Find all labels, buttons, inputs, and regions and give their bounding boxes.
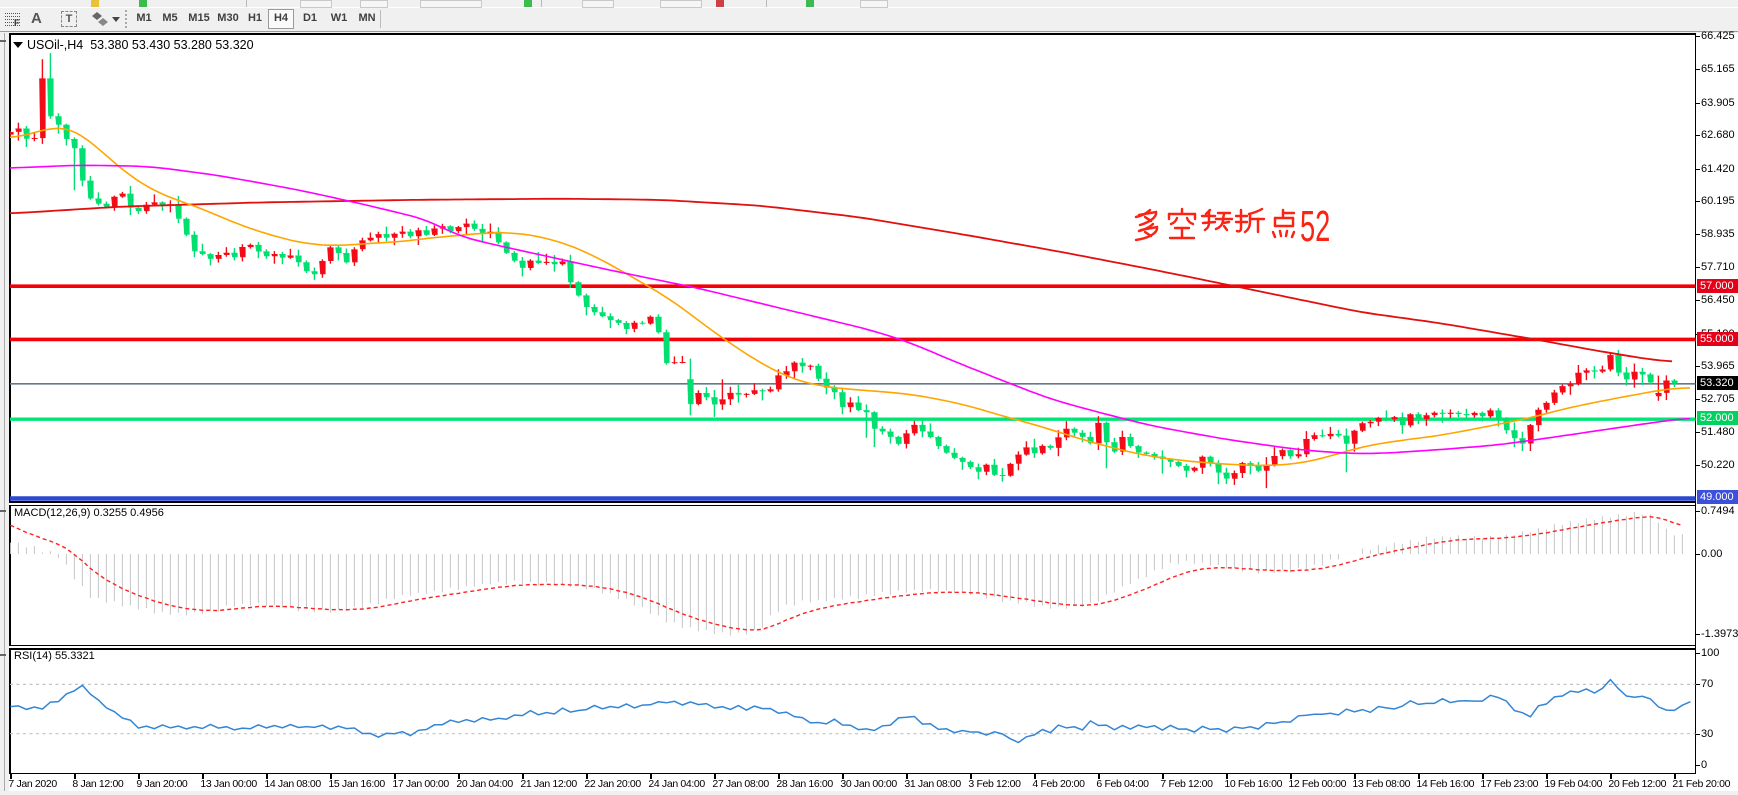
svg-text:52: 52 bbox=[1300, 201, 1330, 250]
